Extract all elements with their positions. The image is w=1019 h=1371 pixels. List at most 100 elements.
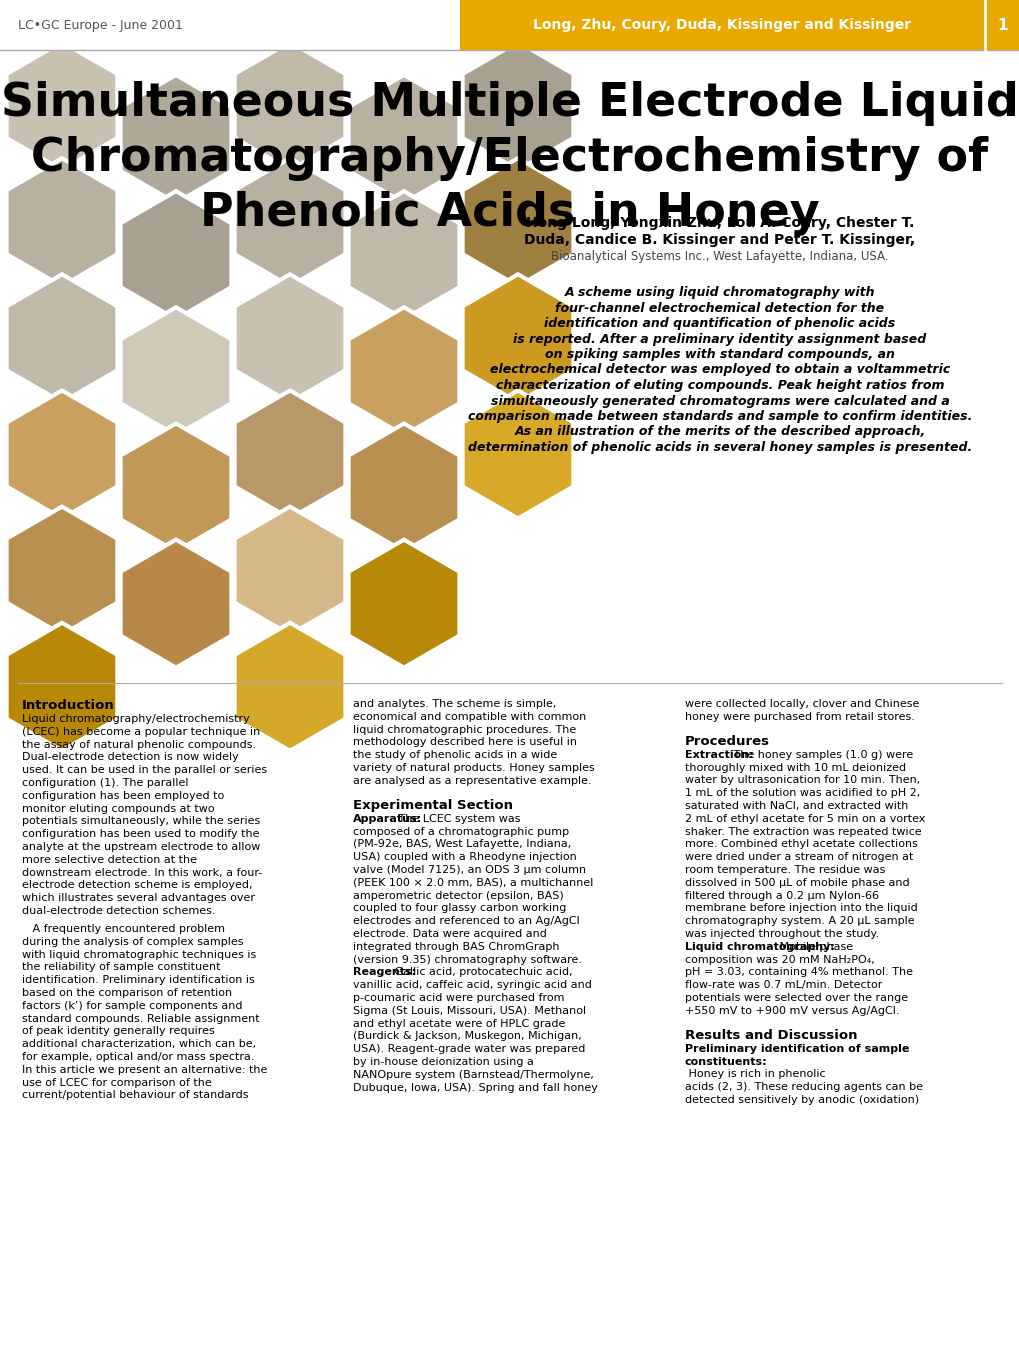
Text: current/potential behaviour of standards: current/potential behaviour of standards: [22, 1090, 249, 1101]
Text: The honey samples (1.0 g) were: The honey samples (1.0 g) were: [730, 750, 913, 760]
Text: Chromatography/Electrochemistry of: Chromatography/Electrochemistry of: [32, 136, 987, 181]
Text: use of LCEC for comparison of the: use of LCEC for comparison of the: [22, 1078, 212, 1087]
Text: the reliability of sample constituent: the reliability of sample constituent: [22, 962, 220, 972]
Polygon shape: [6, 158, 117, 287]
Text: valve (Model 7125), an ODS 3 μm column: valve (Model 7125), an ODS 3 μm column: [353, 865, 586, 875]
Text: Mobile phase: Mobile phase: [775, 942, 853, 951]
Text: composition was 20 mM NaH₂PO₄,: composition was 20 mM NaH₂PO₄,: [684, 954, 873, 965]
Text: Reagents:: Reagents:: [353, 968, 416, 978]
Text: with liquid chromatographic techniques is: with liquid chromatographic techniques i…: [22, 950, 256, 960]
Polygon shape: [6, 507, 117, 635]
Text: honey were purchased from retail stores.: honey were purchased from retail stores.: [684, 712, 914, 721]
Text: LC•GC Europe - June 2001: LC•GC Europe - June 2001: [18, 18, 182, 32]
Text: Apparatus:: Apparatus:: [353, 814, 422, 824]
Text: thoroughly mixed with 10 mL deionized: thoroughly mixed with 10 mL deionized: [684, 762, 905, 773]
Text: composed of a chromatographic pump: composed of a chromatographic pump: [353, 827, 569, 836]
Text: liquid chromatographic procedures. The: liquid chromatographic procedures. The: [353, 725, 576, 735]
Text: (PEEK 100 × 2.0 mm, BAS), a multichannel: (PEEK 100 × 2.0 mm, BAS), a multichannel: [353, 877, 593, 888]
Text: The LCEC system was: The LCEC system was: [394, 814, 520, 824]
Polygon shape: [120, 540, 231, 668]
Text: are analysed as a representative example.: are analysed as a representative example…: [353, 776, 591, 786]
Polygon shape: [6, 43, 117, 170]
Text: more selective detection at the: more selective detection at the: [22, 854, 197, 865]
Text: acids (2, 3). These reducing agents can be: acids (2, 3). These reducing agents can …: [684, 1082, 922, 1093]
Text: water by ultrasonication for 10 min. Then,: water by ultrasonication for 10 min. The…: [684, 776, 919, 786]
Text: amperometric detector (epsilon, BAS): amperometric detector (epsilon, BAS): [353, 891, 564, 901]
Text: Bioanalytical Systems Inc., West Lafayette, Indiana, USA.: Bioanalytical Systems Inc., West Lafayet…: [550, 250, 888, 263]
Text: Liquid chromatography:: Liquid chromatography:: [684, 942, 834, 951]
Text: economical and compatible with common: economical and compatible with common: [353, 712, 586, 721]
Text: 1: 1: [997, 18, 1007, 33]
Polygon shape: [234, 507, 345, 635]
Polygon shape: [120, 307, 231, 436]
Text: A scheme using liquid chromatography with: A scheme using liquid chromatography wit…: [565, 287, 874, 299]
Polygon shape: [348, 191, 459, 319]
Text: during the analysis of complex samples: during the analysis of complex samples: [22, 936, 244, 947]
Text: monitor eluting compounds at two: monitor eluting compounds at two: [22, 803, 214, 813]
Text: of peak identity generally requires: of peak identity generally requires: [22, 1027, 215, 1036]
Text: USA) coupled with a Rheodyne injection: USA) coupled with a Rheodyne injection: [353, 853, 577, 862]
Text: additional characterization, which can be,: additional characterization, which can b…: [22, 1039, 256, 1049]
Text: electrodes and referenced to an Ag/AgCl: electrodes and referenced to an Ag/AgCl: [353, 916, 580, 927]
Text: Introduction: Introduction: [22, 699, 115, 712]
Text: identification. Preliminary identification is: identification. Preliminary identificati…: [22, 975, 255, 986]
Text: analyte at the upstream electrode to allow: analyte at the upstream electrode to all…: [22, 842, 260, 851]
Text: potentials were selected over the range: potentials were selected over the range: [684, 993, 907, 1004]
Text: Extraction:: Extraction:: [684, 750, 753, 760]
Text: (version 9.35) chromatography software.: (version 9.35) chromatography software.: [353, 954, 582, 965]
Text: chromatography system. A 20 μL sample: chromatography system. A 20 μL sample: [684, 916, 913, 927]
Text: electrode detection scheme is employed,: electrode detection scheme is employed,: [22, 880, 253, 890]
Text: Hong Long, Yongxin Zhu, Lou A. Coury, Chester T.: Hong Long, Yongxin Zhu, Lou A. Coury, Ch…: [526, 217, 913, 230]
Text: on spiking samples with standard compounds, an: on spiking samples with standard compoun…: [544, 348, 894, 361]
Text: configuration has been used to modify the: configuration has been used to modify th…: [22, 829, 259, 839]
Polygon shape: [463, 158, 573, 287]
Polygon shape: [348, 307, 459, 436]
Text: factors (k’) for sample components and: factors (k’) for sample components and: [22, 1001, 243, 1010]
Text: constituents:: constituents:: [684, 1057, 766, 1067]
Polygon shape: [234, 158, 345, 287]
Text: Dubuque, Iowa, USA). Spring and fall honey: Dubuque, Iowa, USA). Spring and fall hon…: [353, 1083, 597, 1093]
Text: Experimental Section: Experimental Section: [353, 799, 513, 812]
Polygon shape: [6, 391, 117, 518]
Text: filtered through a 0.2 μm Nylon-66: filtered through a 0.2 μm Nylon-66: [684, 891, 877, 901]
Text: detected sensitively by anodic (oxidation): detected sensitively by anodic (oxidatio…: [684, 1095, 918, 1105]
Text: (LCEC) has become a popular technique in: (LCEC) has become a popular technique in: [22, 727, 260, 736]
Text: which illustrates several advantages over: which illustrates several advantages ove…: [22, 893, 255, 903]
Text: standard compounds. Reliable assignment: standard compounds. Reliable assignment: [22, 1013, 260, 1024]
Text: were collected locally, clover and Chinese: were collected locally, clover and Chine…: [684, 699, 918, 709]
Text: for example, optical and/or mass spectra.: for example, optical and/or mass spectra…: [22, 1052, 255, 1063]
Text: characterization of eluting compounds. Peak height ratios from: characterization of eluting compounds. P…: [495, 378, 944, 392]
Text: variety of natural products. Honey samples: variety of natural products. Honey sampl…: [353, 764, 594, 773]
Text: integrated through BAS ChromGraph: integrated through BAS ChromGraph: [353, 942, 559, 951]
Polygon shape: [463, 43, 573, 170]
Text: Duda, Candice B. Kissinger and Peter T. Kissinger,: Duda, Candice B. Kissinger and Peter T. …: [524, 233, 915, 247]
Text: Sigma (St Louis, Missouri, USA). Methanol: Sigma (St Louis, Missouri, USA). Methano…: [353, 1006, 586, 1016]
Polygon shape: [234, 274, 345, 402]
Polygon shape: [6, 274, 117, 402]
Text: electrode. Data were acquired and: electrode. Data were acquired and: [353, 930, 546, 939]
Text: saturated with NaCl, and extracted with: saturated with NaCl, and extracted with: [684, 801, 907, 812]
Text: more. Combined ethyl acetate collections: more. Combined ethyl acetate collections: [684, 839, 917, 850]
Text: dual-electrode detection schemes.: dual-electrode detection schemes.: [22, 906, 215, 916]
Text: 2 mL of ethyl acetate for 5 min on a vortex: 2 mL of ethyl acetate for 5 min on a vor…: [684, 814, 924, 824]
Polygon shape: [120, 191, 231, 319]
Text: was injected throughout the study.: was injected throughout the study.: [684, 930, 878, 939]
Text: As an illustration of the merits of the described approach,: As an illustration of the merits of the …: [514, 425, 924, 439]
Text: Simultaneous Multiple Electrode Liquid: Simultaneous Multiple Electrode Liquid: [1, 81, 1018, 126]
Polygon shape: [234, 622, 345, 751]
Text: Long, Zhu, Coury, Duda, Kissinger and Kissinger: Long, Zhu, Coury, Duda, Kissinger and Ki…: [533, 18, 911, 32]
Text: the study of phenolic acids in a wide: the study of phenolic acids in a wide: [353, 750, 557, 760]
Text: dissolved in 500 μL of mobile phase and: dissolved in 500 μL of mobile phase and: [684, 877, 908, 888]
Polygon shape: [120, 75, 231, 203]
Text: electrochemical detector was employed to obtain a voltammetric: electrochemical detector was employed to…: [489, 363, 949, 377]
Text: and analytes. The scheme is simple,: and analytes. The scheme is simple,: [353, 699, 556, 709]
Text: determination of phenolic acids in several honey samples is presented.: determination of phenolic acids in sever…: [468, 441, 971, 454]
Text: Preliminary identification of sample: Preliminary identification of sample: [684, 1043, 908, 1054]
Text: by in-house deionization using a: by in-house deionization using a: [353, 1057, 534, 1067]
Text: Liquid chromatography/electrochemistry: Liquid chromatography/electrochemistry: [22, 714, 250, 724]
Text: configuration (1). The parallel: configuration (1). The parallel: [22, 777, 189, 788]
Text: methodology described here is useful in: methodology described here is useful in: [353, 738, 577, 747]
Text: and ethyl acetate were of HPLC grade: and ethyl acetate were of HPLC grade: [353, 1019, 566, 1028]
Text: Dual-electrode detection is now widely: Dual-electrode detection is now widely: [22, 753, 238, 762]
Text: 1 mL of the solution was acidified to pH 2,: 1 mL of the solution was acidified to pH…: [684, 788, 919, 798]
